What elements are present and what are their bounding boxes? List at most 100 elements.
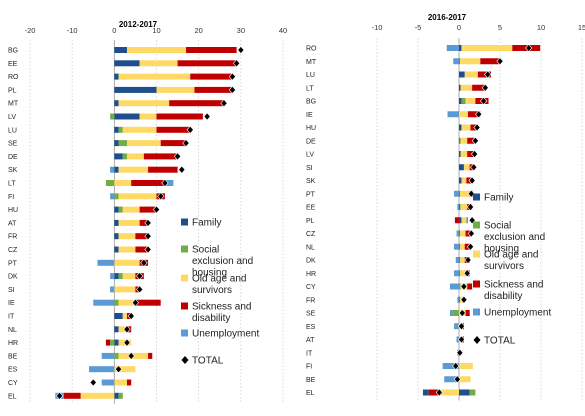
bar-segment-old_age <box>126 47 187 53</box>
bar-segment-unemployment <box>442 363 459 369</box>
bar-segment-old_age <box>459 58 481 65</box>
category-label: FI <box>306 364 312 371</box>
bar-segment-family <box>459 217 462 224</box>
categories-right: RO MT LU LT BG IE HU DE LV SI SK PT EE PL CZ NL DK HR CY FR… <box>306 46 317 398</box>
bar-segment-family <box>114 113 140 120</box>
bar-segment-old_age <box>114 286 136 293</box>
category-label: EL <box>8 393 17 400</box>
bar-segment-sickness <box>186 47 237 53</box>
bar-segment-social_exclusion <box>118 126 123 133</box>
legend-swatch-old_age <box>181 274 188 282</box>
category-label: CY <box>8 380 18 387</box>
bar-segment-sickness <box>467 137 475 144</box>
legend-swatch-old_age <box>473 250 480 258</box>
bar-segment-unemployment <box>454 323 459 330</box>
legend-swatch-unemployment <box>181 329 188 337</box>
total-marker <box>182 139 190 148</box>
bar-segment-sickness <box>454 217 459 224</box>
bar-segment-sickness <box>177 60 237 67</box>
bar-segment-social_exclusion <box>118 206 123 213</box>
total-marker <box>161 178 169 188</box>
legend-swatch-total <box>473 336 481 344</box>
category-label: SE <box>8 141 18 148</box>
bar-segment-old_age <box>114 259 140 266</box>
bar-segment-sickness <box>467 283 473 290</box>
bar-segment-sickness <box>126 379 132 386</box>
category-label: EE <box>8 61 18 68</box>
category-label: HU <box>306 125 316 132</box>
bar-segment-social_exclusion <box>122 153 127 160</box>
bar-segment-sickness <box>135 233 149 240</box>
bar-segment-old_age <box>122 206 140 213</box>
x-ticks-left: -20 -10 0 10 20 30 40 <box>25 26 288 35</box>
bar-segment-sickness <box>148 352 153 359</box>
bar-segment-unemployment <box>97 259 115 266</box>
bar-segment-old_age <box>459 363 473 369</box>
bar-segment-old_age <box>114 366 136 373</box>
bar-segment-unemployment <box>454 270 459 277</box>
total-marker <box>475 110 483 119</box>
bar-segment-old_age <box>460 151 468 157</box>
x-tick-label: 20 <box>194 26 202 35</box>
bar-segment-old_age <box>463 164 470 171</box>
legend-label-unemployment: Unemployment <box>192 329 259 340</box>
category-label: LT <box>8 181 16 188</box>
bar-segment-family <box>459 257 460 263</box>
bar-segment-old_age <box>118 299 136 306</box>
legend-label-family: Family <box>484 193 513 204</box>
bar-segment-old_age <box>139 113 157 120</box>
bar-segment-old_age <box>460 84 473 91</box>
bar-segment-social_exclusion <box>459 137 461 144</box>
category-label: BG <box>306 99 316 106</box>
bar-segment-old_age <box>459 257 465 263</box>
bar-segment-family <box>459 58 460 65</box>
bar-segment-family <box>114 233 119 240</box>
bar-segment-unemployment <box>454 243 459 250</box>
category-label: ES <box>306 324 316 331</box>
bar-segment-old_age <box>122 126 157 133</box>
legend-label-social_exclusion: exclusion and <box>484 232 545 243</box>
total-marker <box>131 298 140 307</box>
bar-segment-unemployment <box>456 230 459 237</box>
total-marker <box>463 269 471 278</box>
bar-segment-unemployment <box>447 111 459 118</box>
total-marker <box>479 96 488 106</box>
bar-segment-unemployment <box>110 273 115 280</box>
category-label: DK <box>8 274 18 281</box>
category-label: RO <box>306 46 317 53</box>
bar-segment-old_age <box>114 379 127 386</box>
bar-segment-social_exclusion <box>114 299 119 306</box>
bar-segment-sickness <box>428 389 439 396</box>
bar-segment-family <box>114 326 119 333</box>
bar-segment-family <box>114 153 123 160</box>
total-marker <box>452 361 460 371</box>
category-label: PL <box>306 218 315 225</box>
bar-segment-social_exclusion <box>110 339 115 346</box>
total-marker <box>471 136 480 145</box>
total-marker <box>460 295 468 304</box>
bar-segment-family <box>459 177 462 184</box>
bar-segment-family <box>459 71 465 78</box>
total-marker <box>144 218 152 227</box>
legend-swatch-unemployment <box>473 308 480 316</box>
x-tick-label: 5 <box>498 23 502 32</box>
bar-segment-old_age <box>464 71 478 78</box>
bar-segment-old_age <box>156 86 195 93</box>
bar-segment-family <box>459 389 470 396</box>
bar-segment-old_age <box>459 190 470 197</box>
grid-left <box>29 40 284 404</box>
legend-swatch-sickness <box>181 302 188 310</box>
x-tick-label: 30 <box>237 26 245 35</box>
bar-segment-unemployment <box>454 190 459 197</box>
bar-segment-old_age <box>118 219 140 226</box>
bar-segment-family <box>114 313 123 319</box>
bar-segment-old_age <box>461 45 513 51</box>
total-marker <box>157 192 165 201</box>
bar-segment-unemployment <box>164 180 174 186</box>
bar-segment-unemployment <box>110 193 115 200</box>
category-label: FI <box>8 194 14 201</box>
total-marker <box>467 189 475 198</box>
chart-panel-2012-2017: 2012-2017 -20 -10 0 10 20 30 40 BG EE RO PL MT LV LU… <box>8 20 287 404</box>
